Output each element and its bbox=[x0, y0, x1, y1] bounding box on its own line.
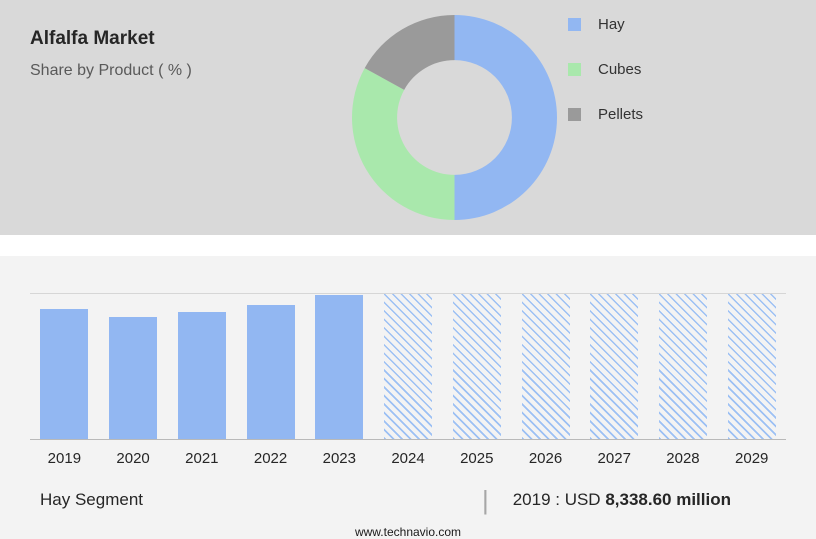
bar-column-2023 bbox=[305, 294, 374, 439]
pie-slice-pellets bbox=[364, 15, 455, 90]
x-tick-2026: 2026 bbox=[528, 450, 563, 467]
forecast-bar-2027 bbox=[590, 294, 639, 439]
legend-item-cubes: Cubes bbox=[568, 61, 643, 78]
bar-2020 bbox=[109, 316, 158, 439]
bar-plot-area bbox=[30, 293, 786, 440]
bar-column-2021 bbox=[167, 294, 236, 439]
legend-item-hay: Hay bbox=[568, 16, 643, 33]
bar-column-2022 bbox=[236, 294, 305, 439]
forecast-bar-2024 bbox=[384, 294, 433, 439]
donut-chart bbox=[352, 15, 557, 220]
bar-column-2025 bbox=[442, 294, 511, 439]
legend-swatch-hay bbox=[568, 18, 581, 31]
legend-label: Hay bbox=[598, 16, 625, 33]
legend-swatch-pellets bbox=[568, 108, 581, 121]
bar-column-2028 bbox=[649, 294, 718, 439]
header: Alfalfa Market Share by Product ( % ) bbox=[30, 28, 192, 80]
forecast-bar-2029 bbox=[727, 294, 776, 439]
bar-2021 bbox=[177, 311, 226, 439]
x-tick-2022: 2022 bbox=[253, 450, 288, 467]
legend-label: Pellets bbox=[598, 106, 644, 123]
x-tick-2027: 2027 bbox=[597, 450, 631, 467]
page-subtitle: Share by Product ( % ) bbox=[30, 62, 192, 79]
x-tick-2021: 2021 bbox=[185, 450, 219, 467]
donut-svg bbox=[352, 15, 557, 220]
bar-column-2024 bbox=[374, 294, 443, 439]
bar-column-2020 bbox=[99, 294, 168, 439]
pie-slice-hay bbox=[454, 15, 557, 220]
segment-label: Hay Segment bbox=[40, 490, 143, 509]
x-tick-2028: 2028 bbox=[666, 450, 700, 467]
forecast-bar-2028 bbox=[658, 294, 707, 439]
bar-column-2029 bbox=[717, 294, 786, 439]
x-tick-2024: 2024 bbox=[391, 450, 425, 467]
forecast-bar-2025 bbox=[452, 294, 501, 439]
annotation-value-group: | 2019 : USD 8,338.60 million bbox=[482, 487, 776, 513]
bar-column-2019 bbox=[30, 294, 99, 439]
bar-panel: 2019 2020 2021 2022 2023 2024 2025 2026 2027 2028… bbox=[0, 256, 816, 539]
website-text: www.technavio.com bbox=[354, 525, 462, 539]
bar-column-2026 bbox=[511, 294, 580, 439]
pie-legend: Hay Cubes Pellets bbox=[568, 16, 643, 151]
section-divider bbox=[0, 235, 816, 256]
legend-label: Cubes bbox=[598, 61, 642, 78]
x-tick-2023: 2023 bbox=[322, 450, 356, 467]
legend-swatch-cubes bbox=[568, 63, 581, 76]
x-tick-2025: 2025 bbox=[460, 450, 494, 467]
page-title: Alfalfa Market bbox=[30, 28, 155, 49]
annotation-value: 2019 : USD 8,338.60 million bbox=[513, 490, 731, 510]
x-tick-2020: 2020 bbox=[116, 450, 150, 467]
x-tick-2019: 2019 bbox=[47, 450, 82, 467]
x-tick-2029: 2029 bbox=[735, 450, 769, 467]
bar-2022 bbox=[246, 304, 295, 439]
annotation-row: Hay Segment | 2019 : USD 8,338.60 millio… bbox=[0, 467, 816, 513]
x-axis-labels: 2019 2020 2021 2022 2023 2024 2025 2026 2027 2028… bbox=[30, 440, 786, 467]
pie-slice-cubes bbox=[352, 68, 455, 220]
forecast-bar-2026 bbox=[521, 294, 570, 439]
pie-panel: Alfalfa Market Share by Product ( % ) Ha… bbox=[0, 0, 816, 235]
bar-column-2027 bbox=[580, 294, 649, 439]
annotation-value-prefix: 2019 : USD bbox=[512, 490, 606, 509]
vertical-divider: | bbox=[481, 485, 489, 515]
bar-2019 bbox=[40, 309, 89, 439]
bar-chart: 2019 2020 2021 2022 2023 2024 2025 2026 2027 2028… bbox=[0, 256, 816, 467]
bar-2023 bbox=[315, 294, 364, 439]
legend-item-pellets: Pellets bbox=[568, 106, 643, 123]
annotation-value-bold: 8,338.60 million bbox=[605, 490, 731, 509]
